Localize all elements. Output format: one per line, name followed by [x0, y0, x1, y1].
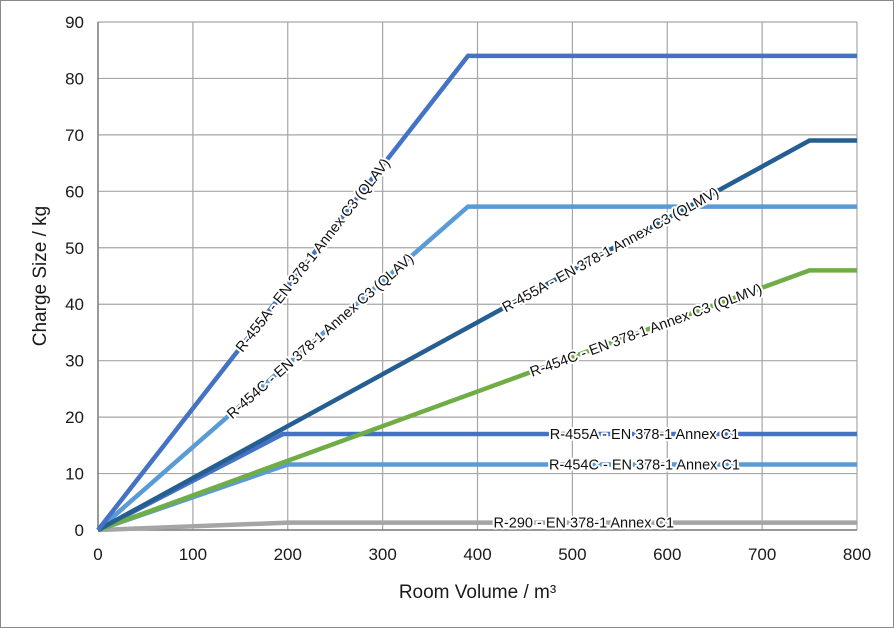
series-label-4: R-455A - EN 378-1 Annex C1	[550, 427, 739, 443]
series-labels: R-455A - EN 378-1 Annex C3 (QLAV) R-454C …	[222, 154, 766, 534]
series-line-1	[96, 204, 857, 532]
y-tick-label: 20	[65, 408, 84, 427]
series-line-0	[96, 53, 857, 532]
y-tick-label: 10	[65, 465, 84, 484]
grid	[97, 21, 858, 531]
series-label-6: R-290 - EN 378-1 Annex C1	[493, 516, 674, 532]
x-tick-label: 700	[748, 545, 776, 564]
series-line-3	[97, 268, 857, 533]
y-tick-label: 0	[75, 521, 84, 540]
series-line-6	[97, 520, 857, 533]
x-tick-label: 800	[843, 545, 871, 564]
series-line-2	[96, 138, 857, 532]
x-tick-label: 100	[179, 545, 207, 564]
x-tick-label: 300	[368, 545, 396, 564]
y-axis-title: Charge Size / kg	[30, 206, 51, 346]
series-lines	[96, 53, 857, 533]
x-axis-title: Room Volume / m³	[399, 582, 556, 603]
y-tick-label: 90	[65, 13, 84, 32]
series-label-0: R-455A - EN 378-1 Annex C3 (QLAV)	[233, 156, 394, 356]
series-label-3: R-454C - EN 378-1 Annex C3 (QLMV)	[528, 281, 764, 380]
y-tick-label: 50	[65, 239, 84, 258]
x-tick-label: 0	[93, 545, 102, 564]
x-tick-label: 600	[653, 545, 681, 564]
series-label-5: R-454C - EN 378-1 Annex C1	[549, 458, 740, 474]
y-tick-label: 60	[65, 182, 84, 201]
tick-labels: 0 100 200 300 400 500 600 700 800 0 10 20 30 40 50 60 70…	[65, 13, 871, 564]
x-tick-label: 200	[274, 545, 302, 564]
y-tick-label: 80	[65, 69, 84, 88]
y-tick-label: 30	[65, 352, 84, 371]
x-tick-label: 400	[463, 545, 491, 564]
x-tick-label: 500	[558, 545, 586, 564]
y-tick-label: 40	[65, 295, 84, 314]
y-tick-label: 70	[65, 126, 84, 145]
